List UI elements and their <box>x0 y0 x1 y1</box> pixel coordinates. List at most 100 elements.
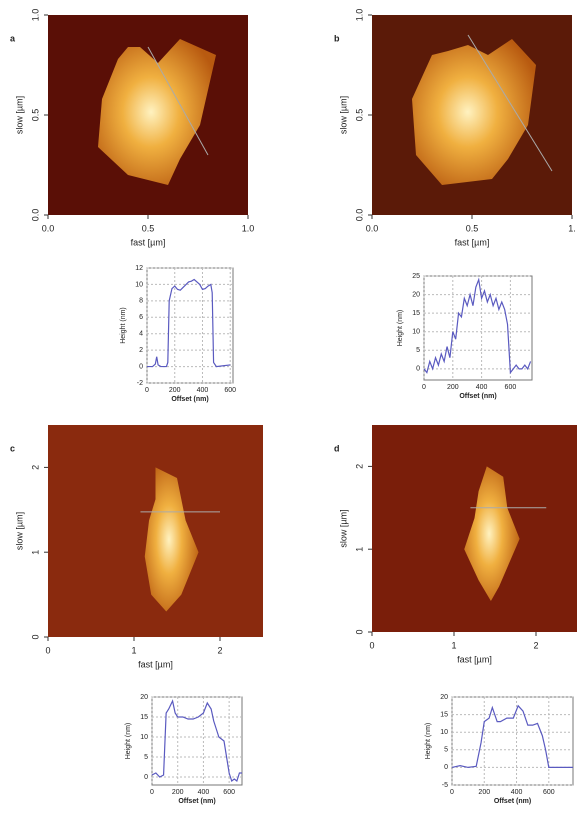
y-tick-label: 2 <box>354 464 364 469</box>
panel-label: b <box>334 33 340 43</box>
x-tick-label: 0 <box>369 640 374 650</box>
x-tick-label: 1 <box>451 640 456 650</box>
profile-chart: 0 200 400 600 0 5 10 15 20 Offset (nm) Height (nm) <box>125 694 243 805</box>
height-profile <box>147 278 231 368</box>
x-axis-label: fast [µm] <box>457 654 492 664</box>
x-tick-label: 200 <box>169 387 181 394</box>
x-axis-label: Offset (nm) <box>171 396 208 403</box>
x-tick-label: 600 <box>223 789 235 796</box>
x-axis-label: fast [µm] <box>455 237 490 247</box>
y-tick-label: 5 <box>144 754 148 761</box>
x-tick-label: 400 <box>476 384 488 391</box>
y-tick-label: 10 <box>140 734 148 741</box>
y-axis-label: Height (nm) <box>397 310 404 347</box>
x-axis-label: Offset (nm) <box>178 798 215 805</box>
x-tick-label: 400 <box>198 789 210 796</box>
y-tick-label: -5 <box>442 782 448 789</box>
x-tick-label: 2 <box>533 640 538 650</box>
y-tick-label: 15 <box>412 310 420 317</box>
x-tick-label: 0 <box>450 789 454 796</box>
y-tick-label: 10 <box>135 281 143 288</box>
height-profile <box>423 277 532 375</box>
x-tick-label: 0.0 <box>366 223 379 233</box>
y-tick-label: 0 <box>139 363 143 370</box>
afm-image: c 0 1 2 0 1 2 fast [µm] slow [µm] <box>10 425 263 669</box>
x-tick-label: 1.0 <box>242 223 255 233</box>
y-tick-label: 0 <box>30 634 40 639</box>
y-tick-label: 15 <box>440 711 448 718</box>
y-tick-label: 25 <box>412 273 420 280</box>
x-tick-label: 0.5 <box>466 223 479 233</box>
y-tick-label: 15 <box>140 714 148 721</box>
x-tick-label: 0.5 <box>142 223 155 233</box>
height-profile <box>451 704 573 769</box>
profile-marker <box>147 46 209 156</box>
y-tick-label: 1.0 <box>30 9 40 22</box>
x-axis-label: fast [µm] <box>138 659 173 669</box>
plot-frame <box>423 275 533 381</box>
panel-label: a <box>10 33 16 43</box>
flake <box>98 39 216 185</box>
x-tick-label: 0 <box>150 789 154 796</box>
x-tick-label: 600 <box>224 387 236 394</box>
panel-label: c <box>10 443 15 453</box>
height-profile <box>151 699 242 783</box>
y-tick-label: 5 <box>416 347 420 354</box>
flake <box>412 39 536 185</box>
profile-marker <box>467 34 553 172</box>
y-tick-label: 12 <box>135 265 143 272</box>
y-tick-label: 6 <box>139 314 143 321</box>
y-tick-label: -2 <box>137 380 143 387</box>
panel-label: d <box>334 443 340 453</box>
afm-image: b 0.0 0.5 1. 0.0 0.5 1.0 fast [µm] slow [µm] <box>334 9 576 248</box>
x-tick-label: 600 <box>505 384 517 391</box>
afm-image: a 0.0 0.5 1.0 0.0 0.5 1.0 fast [µm] slow [µm] <box>10 9 254 248</box>
x-tick-label: 2 <box>217 645 222 655</box>
flake <box>144 467 199 612</box>
x-tick-label: 200 <box>478 789 490 796</box>
x-tick-label: 1. <box>568 223 576 233</box>
y-axis-label: Height (nm) <box>425 723 432 760</box>
y-tick-label: 1 <box>30 550 40 555</box>
x-tick-label: 400 <box>511 789 523 796</box>
profile-chart: 0 200 400 600 0 5 10 15 20 25 Offset (nm) Height (n… <box>397 273 533 400</box>
y-axis-label: slow [µm] <box>338 509 348 547</box>
y-tick-label: 0 <box>444 764 448 771</box>
x-axis-label: fast [µm] <box>131 237 166 247</box>
y-axis-label: slow [µm] <box>14 512 24 550</box>
y-tick-label: 0 <box>416 366 420 373</box>
y-axis-label: slow [µm] <box>338 96 348 134</box>
x-tick-label: 400 <box>197 387 209 394</box>
afm-image: d 0 1 2 0 1 2 fast [µm] slow [µm] <box>334 425 577 664</box>
flake <box>464 466 520 601</box>
y-tick-label: 20 <box>140 694 148 701</box>
y-tick-label: 0.5 <box>30 109 40 122</box>
y-tick-label: 2 <box>139 347 143 354</box>
y-tick-label: 2 <box>30 465 40 470</box>
y-tick-label: 0 <box>354 629 364 634</box>
y-tick-label: 0.5 <box>354 109 364 122</box>
y-tick-label: 0.0 <box>30 209 40 222</box>
x-tick-label: 1 <box>131 645 136 655</box>
y-tick-label: 10 <box>440 729 448 736</box>
x-tick-label: 0 <box>45 645 50 655</box>
y-axis-label: Height (nm) <box>125 723 132 760</box>
y-tick-label: 20 <box>412 291 420 298</box>
x-axis-label: Offset (nm) <box>494 798 531 805</box>
y-tick-label: 0.0 <box>354 209 364 222</box>
x-tick-label: 0.0 <box>42 223 55 233</box>
y-tick-label: 1.0 <box>354 9 364 22</box>
plot-frame <box>451 696 574 786</box>
y-tick-label: 1 <box>354 547 364 552</box>
x-tick-label: 600 <box>543 789 555 796</box>
x-tick-label: 0 <box>422 384 426 391</box>
y-tick-label: 8 <box>139 298 143 305</box>
x-tick-label: 200 <box>172 789 184 796</box>
y-tick-label: 5 <box>444 747 448 754</box>
x-tick-label: 0 <box>145 387 149 394</box>
x-tick-label: 200 <box>447 384 459 391</box>
y-tick-label: 20 <box>440 694 448 701</box>
